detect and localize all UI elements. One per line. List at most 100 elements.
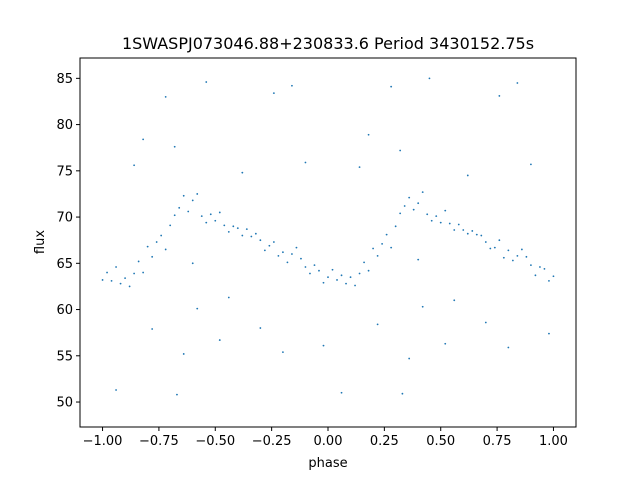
data-point bbox=[176, 393, 178, 396]
data-point bbox=[155, 241, 158, 243]
data-point bbox=[376, 323, 379, 326]
data-point bbox=[516, 82, 519, 84]
data-point bbox=[304, 161, 307, 164]
data-point bbox=[507, 249, 510, 252]
data-point bbox=[381, 242, 384, 245]
data-point bbox=[173, 214, 176, 217]
data-point bbox=[182, 194, 185, 197]
data-point bbox=[196, 307, 199, 310]
data-point bbox=[390, 246, 393, 249]
data-point bbox=[115, 389, 117, 391]
data-point bbox=[245, 228, 248, 230]
data-point bbox=[363, 261, 365, 264]
data-point bbox=[493, 246, 496, 249]
data-point bbox=[164, 95, 167, 98]
data-point bbox=[530, 163, 532, 166]
data-point bbox=[214, 219, 217, 222]
data-point bbox=[115, 266, 117, 268]
y-tick-label: 80 bbox=[56, 118, 73, 133]
x-tick-label: −0.25 bbox=[252, 434, 292, 449]
data-point bbox=[417, 258, 420, 261]
data-point bbox=[110, 279, 113, 282]
data-point bbox=[480, 234, 483, 237]
data-point bbox=[484, 241, 487, 243]
data-point bbox=[169, 224, 172, 227]
data-point bbox=[394, 225, 397, 228]
data-point bbox=[173, 145, 176, 148]
data-point bbox=[444, 209, 447, 212]
data-point bbox=[408, 357, 411, 360]
y-tick-label: 75 bbox=[56, 164, 73, 179]
data-point bbox=[101, 279, 104, 281]
data-point bbox=[227, 296, 230, 299]
x-tick-label: −0.50 bbox=[195, 434, 235, 449]
data-point bbox=[439, 221, 442, 224]
data-point bbox=[340, 274, 343, 277]
data-point bbox=[272, 92, 275, 95]
data-point bbox=[358, 166, 361, 169]
data-point bbox=[358, 272, 361, 275]
data-point bbox=[142, 138, 145, 141]
data-point bbox=[390, 85, 393, 88]
data-point bbox=[205, 221, 208, 224]
x-tick-label: 0.25 bbox=[370, 434, 399, 449]
y-tick-label: 60 bbox=[56, 303, 73, 318]
y-tick-label: 50 bbox=[56, 396, 73, 411]
data-point bbox=[340, 391, 343, 394]
y-tick-label: 65 bbox=[56, 257, 73, 272]
data-point bbox=[530, 264, 532, 267]
data-point bbox=[196, 193, 199, 195]
data-point bbox=[548, 332, 550, 335]
data-point bbox=[241, 171, 244, 174]
y-tick-label: 85 bbox=[56, 72, 73, 87]
data-point bbox=[345, 282, 347, 285]
data-point bbox=[160, 234, 163, 237]
data-point bbox=[507, 346, 510, 349]
data-point bbox=[272, 241, 275, 243]
y-axis-ticks: 50 55 60 65 70 75 80 85 bbox=[56, 72, 80, 411]
data-point bbox=[119, 282, 122, 285]
data-point bbox=[327, 276, 329, 279]
data-point bbox=[520, 248, 523, 251]
data-point bbox=[313, 264, 316, 267]
data-point bbox=[336, 279, 338, 281]
x-tick-label: −1.00 bbox=[83, 434, 123, 449]
data-point bbox=[178, 206, 181, 209]
data-point bbox=[457, 223, 460, 226]
data-point bbox=[421, 305, 424, 308]
data-point bbox=[124, 277, 126, 280]
data-point bbox=[295, 246, 298, 249]
data-point bbox=[552, 275, 555, 278]
data-point bbox=[444, 342, 447, 345]
data-point bbox=[263, 249, 266, 252]
data-point bbox=[401, 392, 404, 395]
data-point bbox=[142, 271, 145, 274]
data-point bbox=[151, 328, 154, 330]
data-point bbox=[291, 253, 293, 255]
data-point bbox=[354, 284, 356, 287]
data-point bbox=[502, 256, 505, 259]
data-point bbox=[277, 255, 280, 257]
data-point bbox=[511, 259, 514, 262]
data-point bbox=[282, 251, 284, 254]
data-point bbox=[291, 84, 293, 87]
data-point bbox=[137, 260, 140, 263]
data-point bbox=[421, 191, 424, 194]
data-point bbox=[412, 208, 415, 211]
data-point bbox=[349, 276, 352, 279]
x-tick-label: 0.50 bbox=[426, 434, 455, 449]
data-point bbox=[322, 344, 325, 347]
data-point bbox=[218, 339, 221, 341]
x-axis-ticks: −1.00 −0.75 −0.50 −0.25 0.00 0.25 0.50 0.75 1.00 bbox=[83, 427, 568, 449]
data-point bbox=[466, 232, 469, 235]
data-point bbox=[268, 244, 271, 247]
x-axis-label: phase bbox=[308, 456, 347, 471]
data-point bbox=[417, 202, 420, 205]
data-point bbox=[232, 225, 235, 228]
data-point bbox=[448, 222, 451, 225]
data-point bbox=[428, 77, 431, 80]
data-point bbox=[254, 232, 257, 235]
data-point bbox=[146, 245, 149, 248]
x-tick-label: −0.75 bbox=[139, 434, 179, 449]
